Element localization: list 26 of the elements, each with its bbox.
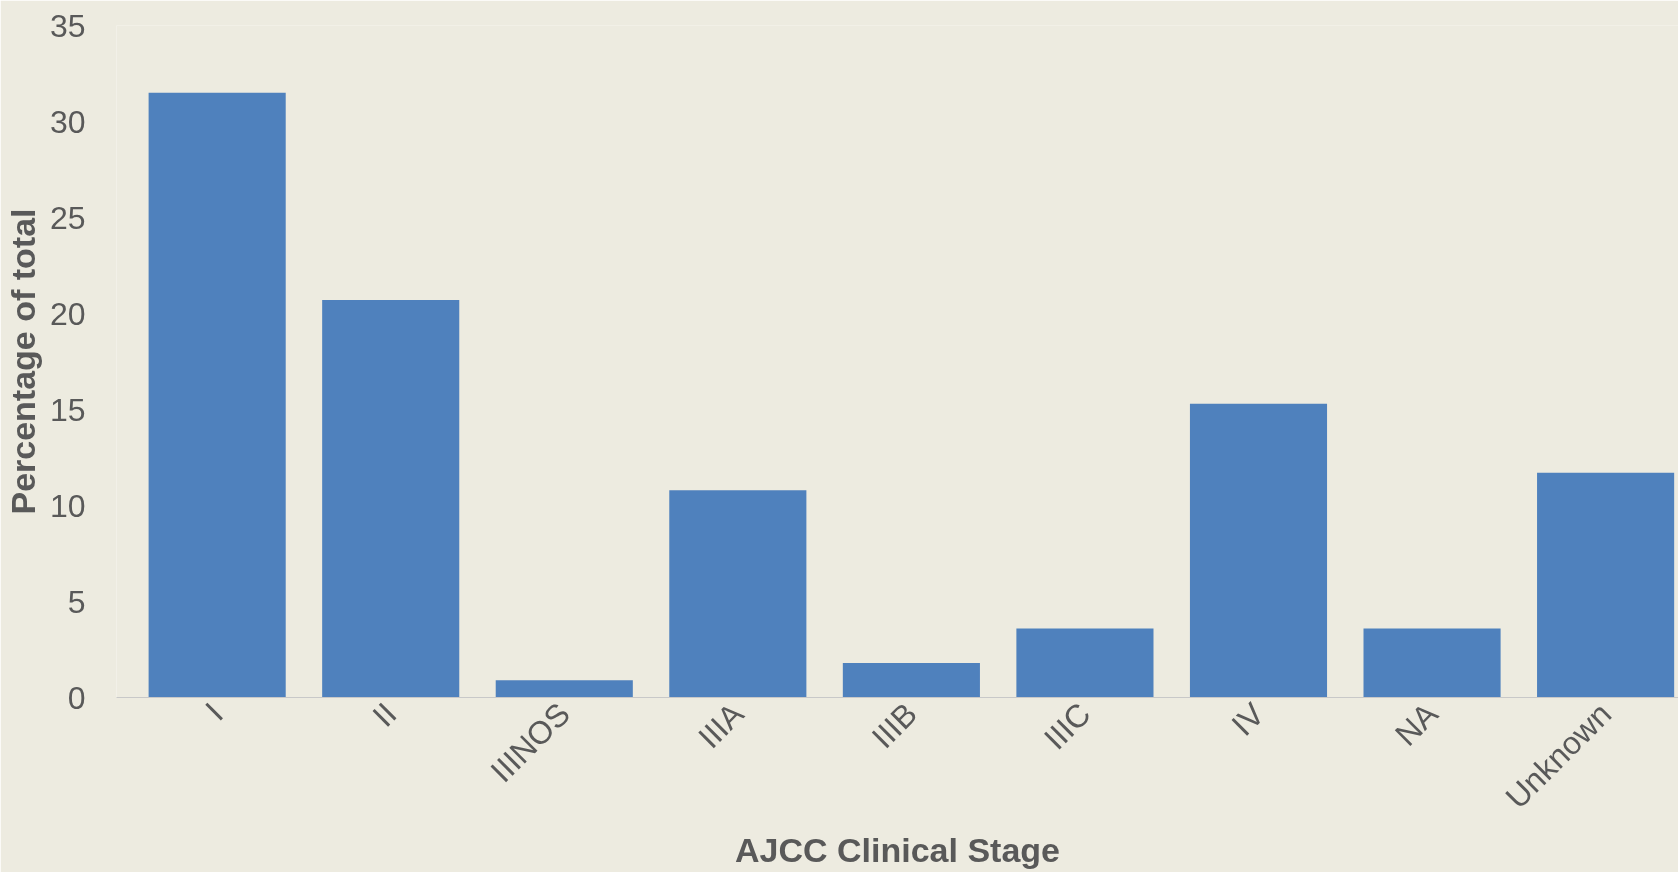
- x-tick-label: IIIC: [1037, 695, 1098, 757]
- bar: [842, 662, 980, 698]
- bar: [495, 680, 633, 698]
- bar: [1537, 472, 1675, 698]
- x-tick-label: IIIA: [691, 695, 752, 756]
- x-tick-label: II: [365, 695, 404, 734]
- bar: [148, 92, 286, 698]
- y-tick-label: 30: [49, 103, 86, 140]
- bar: [1016, 628, 1154, 698]
- x-tick-label: IIIB: [864, 695, 925, 756]
- y-tick-label: 25: [49, 199, 86, 236]
- y-axis-title: Percentage of total: [3, 208, 42, 515]
- bar: [1363, 628, 1501, 698]
- y-tick-label: 0: [67, 679, 86, 716]
- x-axis-title: AJCC Clinical Stage: [735, 831, 1060, 870]
- y-tick-label: 10: [49, 487, 86, 524]
- bar: [322, 300, 460, 698]
- x-tick-label: I: [198, 695, 230, 728]
- y-tick-label: 15: [49, 391, 86, 428]
- y-tick-label: 20: [49, 295, 86, 332]
- bar: [669, 490, 807, 698]
- x-tick-label: IV: [1224, 695, 1272, 743]
- y-tick-label: 5: [67, 583, 86, 620]
- x-tick-label: NA: [1387, 695, 1446, 753]
- bar: [1189, 403, 1328, 698]
- y-tick-label: 35: [49, 7, 86, 44]
